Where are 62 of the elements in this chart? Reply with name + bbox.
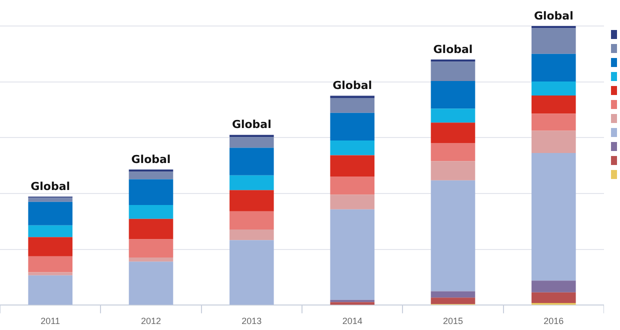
bar [28, 272, 72, 276]
bar [28, 256, 72, 272]
bar [128, 239, 174, 258]
bar [128, 262, 174, 305]
bar [230, 190, 274, 212]
bar [28, 202, 72, 226]
bar [230, 211, 274, 230]
annotation: Global [332, 79, 372, 92]
annotation: Global [534, 9, 574, 22]
bar [330, 302, 374, 305]
bar [430, 180, 476, 292]
bar [532, 280, 576, 292]
bar [330, 176, 374, 195]
x-tick-label: 2014 [342, 316, 362, 326]
bar [230, 175, 274, 190]
bar [430, 81, 476, 109]
bar [230, 230, 274, 240]
bar [28, 198, 72, 202]
x-tick-label: 2015 [442, 316, 464, 326]
bar [532, 292, 576, 303]
bar [430, 108, 476, 123]
x-tick-label: 2011 [40, 316, 60, 326]
bar [28, 237, 72, 256]
bar [330, 209, 374, 300]
bar [330, 112, 374, 140]
bar [532, 28, 576, 54]
bar [430, 122, 476, 143]
bar [330, 300, 374, 302]
x-tick-label: 2016 [544, 316, 564, 326]
bar [430, 142, 476, 162]
bar [532, 114, 576, 131]
bar [28, 275, 72, 305]
bar [430, 298, 476, 304]
bar [330, 194, 374, 210]
bar [128, 172, 174, 180]
bar [230, 240, 274, 305]
bar [532, 54, 576, 82]
bar [430, 62, 476, 82]
bar [330, 96, 374, 98]
annotation: Global [30, 180, 70, 193]
bar [230, 148, 274, 176]
annotation: Global [433, 42, 473, 56]
bar [532, 82, 576, 96]
annotation: Global [232, 118, 272, 132]
bar [430, 291, 476, 298]
bar [128, 179, 174, 205]
x-tick-label: 2013 [242, 316, 262, 326]
bar [230, 134, 274, 138]
bar [330, 140, 374, 156]
bar [330, 98, 374, 113]
bar [128, 257, 174, 262]
bar [532, 130, 576, 154]
bar [532, 96, 576, 114]
x-tick-label: 2012 [140, 316, 162, 326]
bar [128, 204, 174, 219]
annotation: Global [131, 152, 171, 166]
bar [128, 218, 174, 240]
bar [230, 137, 274, 148]
bar [532, 153, 576, 281]
bar [430, 161, 476, 180]
bar [330, 155, 374, 176]
bar [28, 225, 72, 238]
